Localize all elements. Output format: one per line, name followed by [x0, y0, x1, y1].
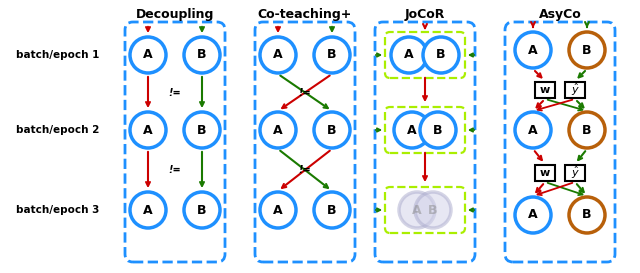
Circle shape [314, 192, 350, 228]
Text: A: A [528, 209, 538, 221]
Text: !=: != [169, 88, 181, 97]
Text: B: B [428, 203, 438, 216]
Text: A: A [412, 203, 422, 216]
Text: B: B [327, 49, 337, 61]
FancyBboxPatch shape [535, 82, 555, 98]
Text: B: B [582, 209, 592, 221]
Circle shape [420, 112, 456, 148]
Text: B: B [582, 123, 592, 136]
Circle shape [184, 37, 220, 73]
Text: $\hat{y}$: $\hat{y}$ [570, 165, 579, 181]
Text: B: B [197, 49, 207, 61]
Text: A: A [143, 49, 153, 61]
Text: !=: != [299, 165, 311, 175]
Text: Decoupling: Decoupling [136, 8, 214, 21]
Circle shape [130, 37, 166, 73]
Text: A: A [273, 203, 283, 216]
Text: B: B [436, 49, 445, 61]
FancyBboxPatch shape [535, 165, 555, 181]
Circle shape [260, 37, 296, 73]
Text: A: A [273, 49, 283, 61]
Text: A: A [143, 203, 153, 216]
Circle shape [184, 192, 220, 228]
Circle shape [260, 192, 296, 228]
Text: B: B [197, 123, 207, 136]
Text: B: B [197, 203, 207, 216]
Circle shape [260, 112, 296, 148]
FancyBboxPatch shape [565, 82, 585, 98]
Text: batch/epoch 1: batch/epoch 1 [16, 50, 100, 60]
Circle shape [391, 37, 427, 73]
Text: A: A [528, 43, 538, 57]
Text: B: B [327, 123, 337, 136]
Circle shape [515, 112, 551, 148]
Text: B: B [327, 203, 337, 216]
Text: A: A [407, 123, 417, 136]
Text: w: w [540, 85, 550, 95]
Text: A: A [404, 49, 414, 61]
Text: Co-teaching+: Co-teaching+ [258, 8, 352, 21]
Circle shape [515, 197, 551, 233]
Text: w: w [540, 168, 550, 178]
Circle shape [423, 37, 459, 73]
Text: batch/epoch 2: batch/epoch 2 [16, 125, 100, 135]
Circle shape [394, 112, 430, 148]
Circle shape [314, 112, 350, 148]
Text: !=: != [299, 88, 311, 97]
Text: A: A [273, 123, 283, 136]
Circle shape [314, 37, 350, 73]
Circle shape [569, 112, 605, 148]
Text: A: A [143, 123, 153, 136]
Text: AsyCo: AsyCo [539, 8, 581, 21]
FancyBboxPatch shape [565, 165, 585, 181]
Text: B: B [433, 123, 443, 136]
Text: B: B [582, 43, 592, 57]
Circle shape [184, 112, 220, 148]
Text: !=: != [169, 165, 181, 175]
Circle shape [415, 192, 451, 228]
Circle shape [515, 32, 551, 68]
Circle shape [569, 197, 605, 233]
Circle shape [399, 192, 435, 228]
Circle shape [130, 112, 166, 148]
Text: $\hat{y}$: $\hat{y}$ [570, 82, 579, 98]
Text: A: A [528, 123, 538, 136]
Circle shape [569, 32, 605, 68]
Text: batch/epoch 3: batch/epoch 3 [16, 205, 100, 215]
Text: JoCoR: JoCoR [405, 8, 445, 21]
Circle shape [130, 192, 166, 228]
